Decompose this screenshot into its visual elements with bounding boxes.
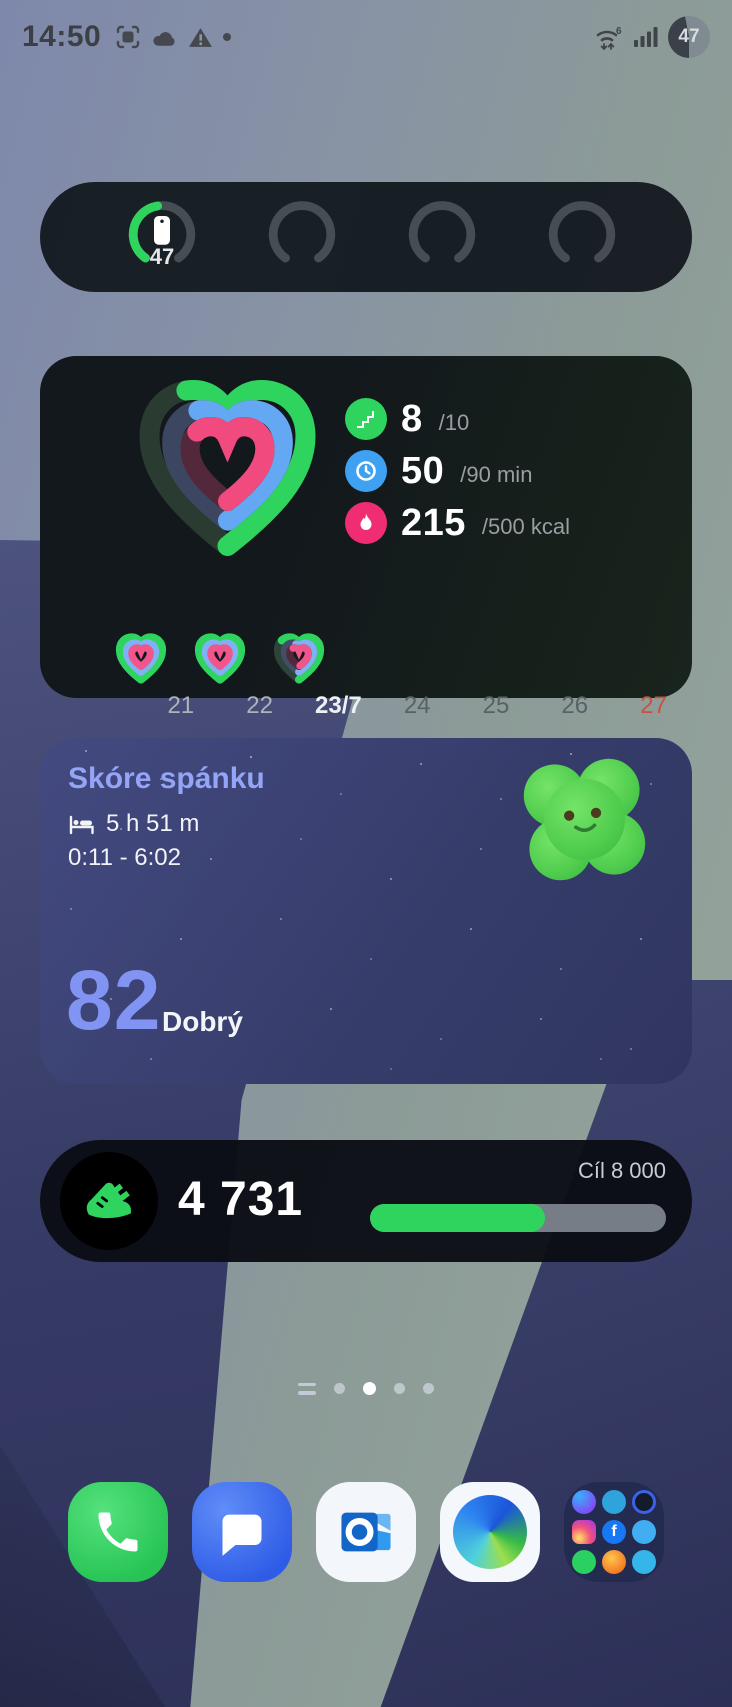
day-cell[interactable]: 24 [338, 632, 431, 752]
app-outlook[interactable] [316, 1482, 416, 1582]
step-count: 4 731 [178, 1173, 304, 1226]
stars-decoration [40, 738, 42, 740]
step-progress-fill [370, 1204, 545, 1232]
shoe-icon [86, 1182, 131, 1219]
day-cell[interactable]: 22 [181, 632, 273, 752]
page-dot[interactable] [394, 1383, 405, 1394]
day-label: 21 [167, 692, 195, 719]
calories-icon [345, 502, 387, 544]
day-heart-icon [192, 632, 248, 686]
active-time-value: 50 [401, 449, 445, 492]
edge-icon [453, 1495, 527, 1569]
app-folder[interactable]: f [564, 1482, 664, 1582]
calories-target: /500 kcal [481, 514, 570, 539]
green-fluffy-star-character [523, 758, 646, 881]
telegram-icon [602, 1490, 626, 1514]
wallpaper-shape [380, 980, 732, 1707]
firefox-icon [602, 1550, 626, 1574]
steps-target: /10 [438, 410, 470, 435]
page-indicator [0, 1382, 732, 1395]
shoe-badge [60, 1152, 158, 1250]
day-cell-today[interactable]: 27 [575, 632, 667, 752]
sleep-duration: 5 h 51 m [106, 810, 200, 837]
wifi6-icon: 6 [596, 26, 622, 50]
phone-icon [154, 216, 170, 245]
facebook-icon: f [602, 1520, 626, 1544]
step-progress-bar [370, 1204, 666, 1232]
notification-dot [223, 33, 232, 41]
apps-grid-icon[interactable] [298, 1382, 316, 1395]
day-label: 27 [640, 692, 667, 719]
step-goal: Cíl 8 000 [577, 1158, 666, 1183]
instagram-icon [572, 1520, 596, 1544]
day-heart-icon [271, 632, 327, 686]
page-dot[interactable] [423, 1383, 434, 1394]
phone-battery-value: 47 [149, 244, 175, 269]
signal-bars-icon [634, 27, 658, 47]
empty-gauge [262, 192, 342, 272]
sleep-score: 82 [66, 953, 162, 1047]
day-label: 22 [246, 692, 273, 719]
day-label: 25 [482, 692, 510, 719]
phone-battery-gauge [122, 192, 202, 272]
phone-icon [98, 1512, 138, 1552]
messenger-icon [572, 1490, 596, 1514]
day-cell-selected[interactable]: 23/7 [260, 632, 362, 752]
chat-bubble-icon [222, 1514, 262, 1556]
status-bar: 14:50 6 [0, 14, 732, 60]
sleep-widget[interactable]: Skóre spánku 5 h 51 m 0:11 - 6:02 82 Dob… [40, 738, 692, 1084]
calories-value: 215 [401, 501, 466, 544]
bed-icon [69, 815, 94, 835]
active-time-icon [345, 450, 387, 492]
svg-text:6: 6 [616, 26, 622, 37]
outlook-icon [341, 1512, 391, 1552]
day-cell[interactable]: 25 [417, 632, 510, 752]
whatsapp-icon [572, 1550, 596, 1574]
day-cell[interactable]: 26 [496, 632, 588, 752]
app-edge[interactable] [440, 1482, 540, 1582]
day-label: 23/7 [315, 692, 362, 719]
page-dot[interactable] [334, 1383, 345, 1394]
empty-gauge [402, 192, 482, 272]
week-days-row: 21 22 23/7 24 [102, 632, 667, 752]
steps-value: 8 [401, 397, 423, 440]
clock-app-icon [632, 1490, 656, 1514]
day-heart-icon [113, 632, 169, 686]
day-label: 26 [561, 692, 589, 719]
sleep-rating: Dobrý [162, 1006, 243, 1037]
battery-percent: 47 [678, 26, 700, 47]
day-cell[interactable]: 21 [102, 632, 194, 752]
twitter-icon [632, 1520, 656, 1544]
health-widget[interactable]: 8 /10 50 /90 min 215 /500 kcal [40, 356, 692, 719]
cloud-icon [153, 32, 175, 46]
app-phone[interactable] [68, 1482, 168, 1582]
clock: 14:50 [22, 20, 102, 53]
warning-icon [189, 27, 213, 47]
steps-widget[interactable]: 4 731 Cíl 8 000 [40, 1140, 692, 1262]
steps-icon [345, 398, 387, 440]
dock: f [0, 1482, 732, 1582]
battery-widget[interactable]: 47 [40, 182, 692, 292]
active-time-target: /90 min [460, 462, 533, 487]
app-messages[interactable] [192, 1482, 292, 1582]
sleep-title: Skóre spánku [68, 762, 265, 795]
skype-icon [632, 1550, 656, 1574]
empty-gauge [542, 192, 622, 272]
page-dot-active[interactable] [363, 1382, 376, 1395]
day-label: 24 [403, 692, 431, 719]
sleep-time-range: 0:11 - 6:02 [68, 844, 181, 871]
battery-indicator: 47 [668, 16, 710, 58]
screenshot-icon [117, 25, 140, 49]
activity-rings-heart [120, 370, 335, 570]
